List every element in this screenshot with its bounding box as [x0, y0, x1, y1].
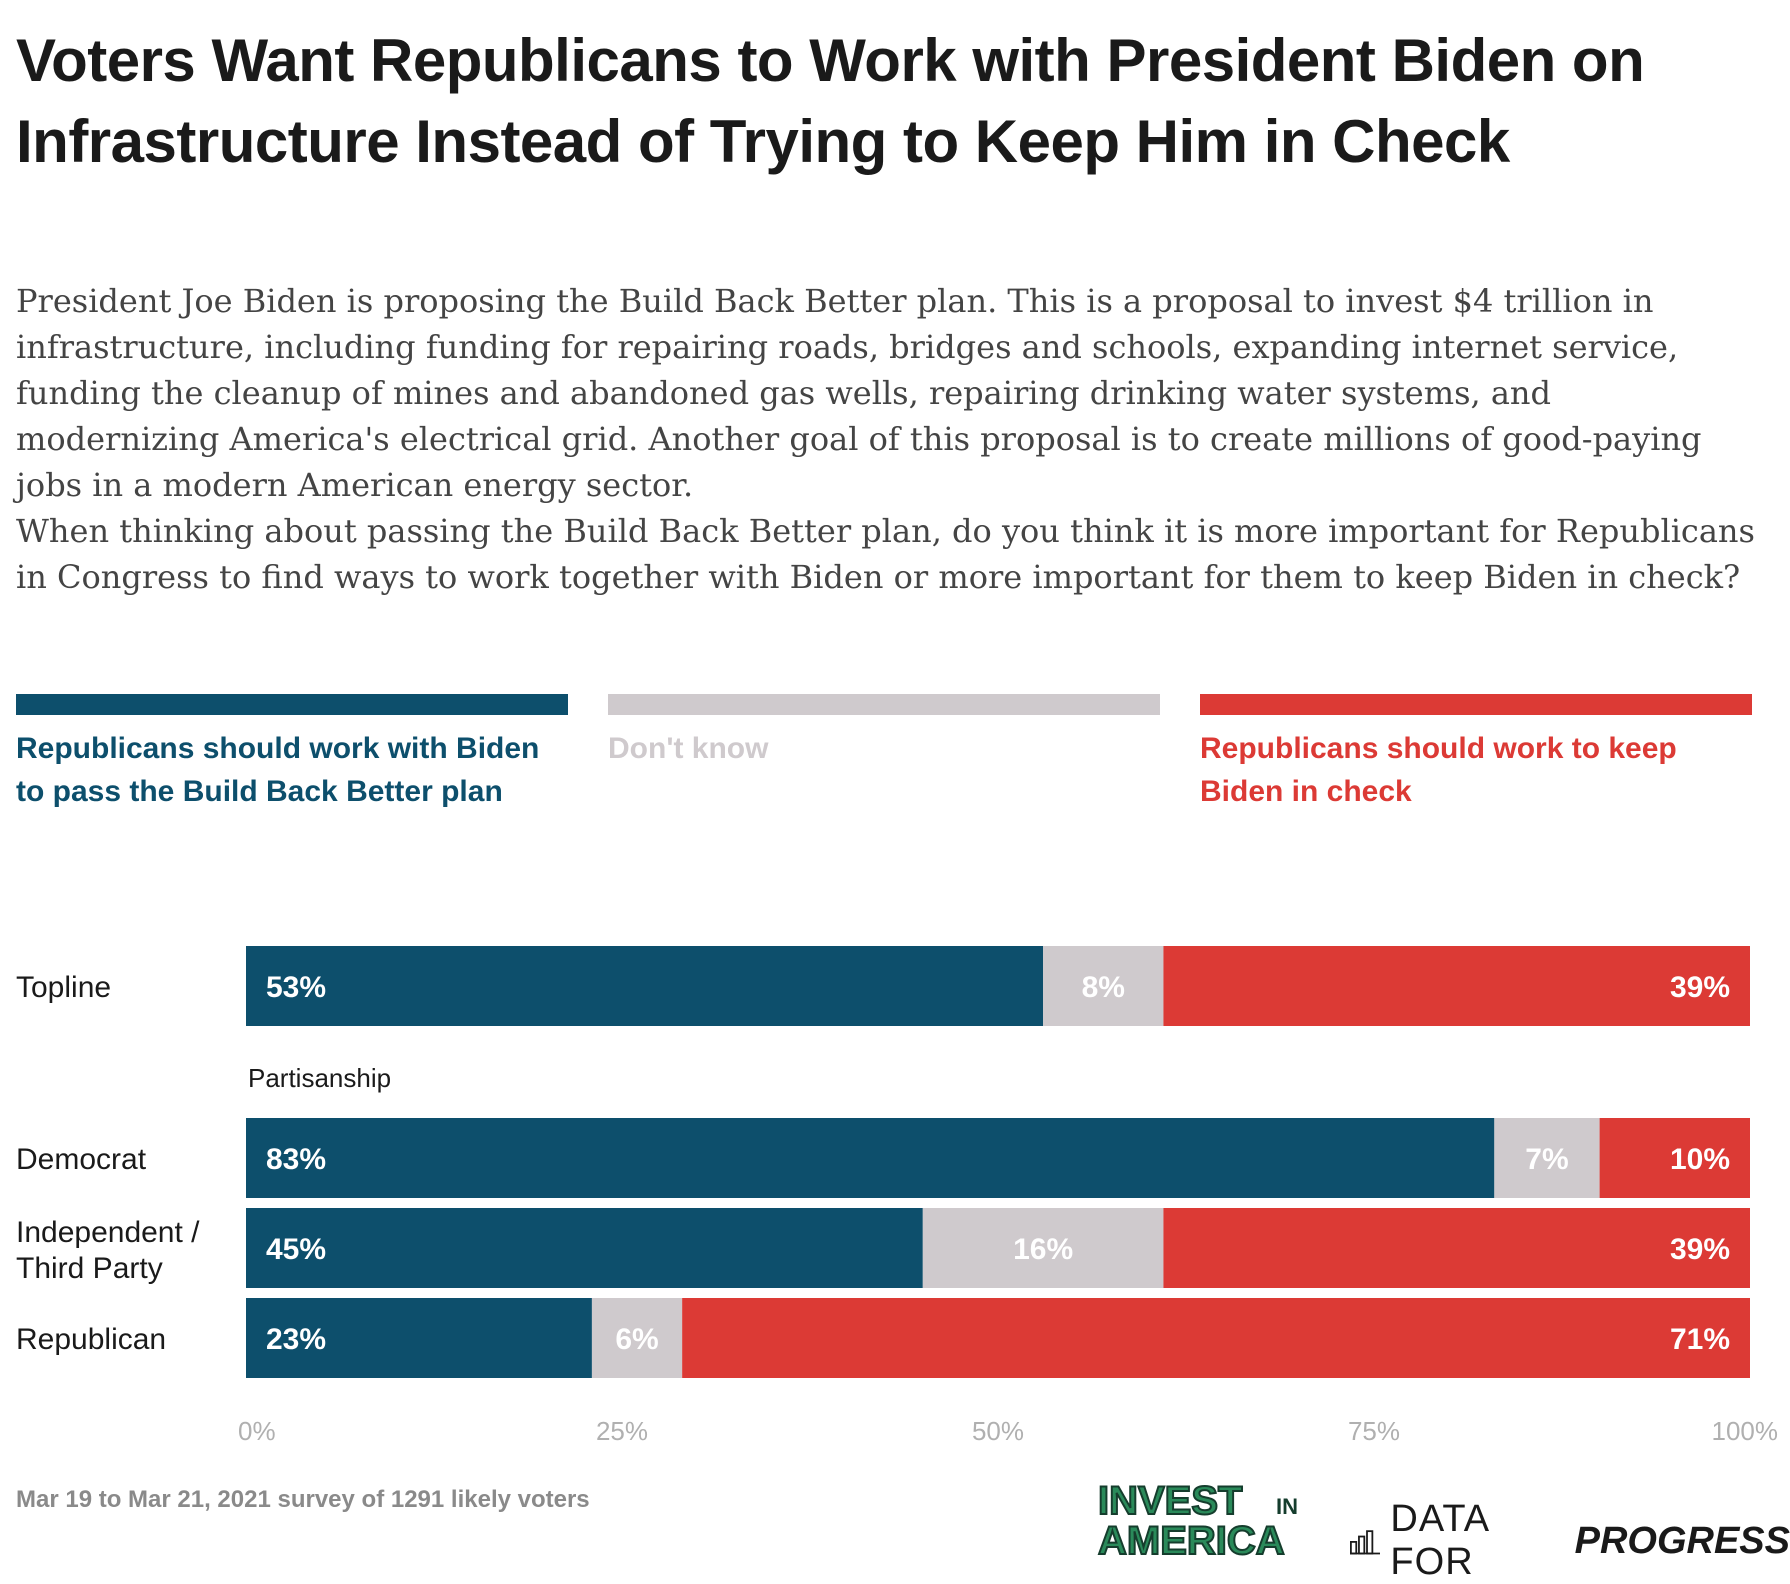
legend-item-dont-know: Don't know [608, 694, 1160, 770]
survey-footnote: Mar 19 to Mar 21, 2021 survey of 1291 li… [16, 1486, 590, 1513]
bar-topline-work-with-biden [246, 946, 1044, 1026]
bar-topline-keep-in-check [1163, 946, 1750, 1026]
value-label-topline-work-with-biden: 53% [266, 971, 326, 1004]
invest-in-america-logo: INVEST IN AMERICA [1097, 1478, 1298, 1558]
category-label-topline: Topline [16, 971, 111, 1004]
subtitle-paragraph-1: President Joe Biden is proposing the Bui… [16, 282, 1702, 504]
value-label-democrat-dont-know: 7% [1525, 1143, 1568, 1176]
value-label-independent-third-party-dont-know: 16% [1013, 1233, 1073, 1266]
data-for-progress-logo: DATA FOR PROGRESS [1350, 1498, 1790, 1584]
bar-democrat-dont-know [1494, 1118, 1600, 1198]
invest-logo-line1: INVEST [1098, 1479, 1242, 1523]
dfp-logo-strong: PROGRESS [1574, 1519, 1790, 1562]
invest-logo-line2: AMERICA [1098, 1519, 1285, 1558]
bar-republican-keep-in-check [682, 1298, 1751, 1378]
x-tick-label-50: 50% [972, 1416, 1024, 1446]
x-tick-label-75: 75% [1348, 1416, 1400, 1446]
subtitle-paragraph-2: When thinking about passing the Build Ba… [16, 512, 1755, 596]
value-label-republican-dont-know: 6% [615, 1323, 658, 1356]
category-label-independent-third-party: Independent / Third Party [16, 1216, 200, 1285]
bar-democrat-keep-in-check [1599, 1118, 1750, 1198]
legend-label-dont-know: Don't know [608, 732, 769, 765]
value-label-democrat-keep-in-check: 10% [1670, 1143, 1730, 1176]
value-label-independent-third-party-keep-in-check: 39% [1670, 1233, 1730, 1266]
x-tick-label-0: 0% [238, 1416, 276, 1446]
bar-republican-work-with-biden [246, 1298, 592, 1378]
value-label-republican-work-with-biden: 23% [266, 1323, 326, 1356]
value-label-democrat-work-with-biden: 83% [266, 1143, 326, 1176]
value-label-republican-keep-in-check: 71% [1670, 1323, 1730, 1356]
legend-swatch-keep-in-check [1200, 694, 1752, 715]
chart-title: Voters Want Republicans to Work with Pre… [16, 27, 1645, 175]
value-label-independent-third-party-work-with-biden: 45% [266, 1233, 326, 1266]
legend-item-keep-in-check: Republicans should work to keep Biden in… [1200, 694, 1752, 813]
x-tick-label-25: 25% [596, 1416, 648, 1446]
legend-swatch-dont-know [608, 694, 1160, 715]
group-label-partisanship: Partisanship [248, 1063, 391, 1093]
bar-independent-third-party-dont-know [922, 1208, 1164, 1288]
legend-swatch-work-with-biden [16, 694, 568, 715]
legend-label-work-with-biden: Republicans should work with Biden to pa… [16, 732, 540, 808]
category-label-democrat: Democrat [16, 1143, 147, 1176]
invest-logo-in: IN [1276, 1494, 1298, 1519]
value-label-topline-keep-in-check: 39% [1670, 971, 1730, 1004]
bar-chart-icon [1350, 1530, 1381, 1555]
bar-independent-third-party-keep-in-check [1163, 1208, 1750, 1288]
bar-republican-dont-know [591, 1298, 683, 1378]
chart-subtitle: President Joe Biden is proposing the Bui… [16, 278, 1756, 600]
dfp-logo-word: DATA FOR [1390, 1498, 1489, 1583]
x-tick-label-100: 100% [1712, 1416, 1779, 1446]
bar-democrat-work-with-biden [246, 1118, 1495, 1198]
legend-label-keep-in-check: Republicans should work to keep Biden in… [1200, 732, 1677, 808]
bar-topline-dont-know [1043, 946, 1164, 1026]
legend-item-work-with-biden: Republicans should work with Biden to pa… [16, 694, 568, 813]
category-label-republican: Republican [16, 1323, 166, 1356]
value-label-topline-dont-know: 8% [1082, 971, 1125, 1004]
bar-independent-third-party-work-with-biden [246, 1208, 923, 1288]
